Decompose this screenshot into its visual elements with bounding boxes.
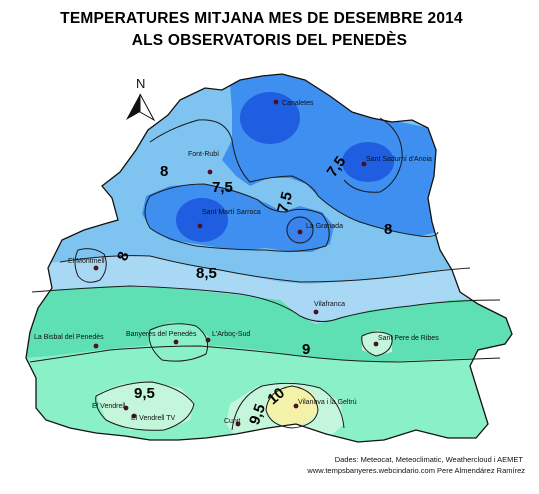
warm-core-vilanova [266, 386, 318, 426]
isotherm-el-montmell [74, 248, 107, 283]
station-label: Font-Rubí [188, 151, 219, 158]
temperature-zones [26, 74, 512, 442]
station-label: El Vendrell TV [131, 415, 176, 422]
isotherm-9-sant-pere [361, 331, 393, 357]
isotherm-label: 7,5 [212, 179, 233, 196]
station-label: Sant Sadurní d'Anoia [366, 156, 432, 163]
station-label: Vilafranca [314, 301, 345, 308]
cold-core-canaletes [240, 92, 300, 144]
station-font-rubi: Font-Rubí [188, 151, 219, 175]
station-label: Canaletes [282, 100, 314, 107]
station-markers: Canaletes Sant Sadurní d'Anoia Font-Rubí… [34, 99, 439, 427]
warm-spot-el-vendrell [96, 382, 194, 430]
station-label: Sant Martí Sarroca [202, 209, 261, 216]
station-label: L'Arboç-Sud [212, 331, 250, 338]
station-sant-sadurni: Sant Sadurní d'Anoia [361, 156, 432, 167]
station-el-vendrell-tv: El Vendrell TV [131, 413, 176, 422]
station-el-montmell: El Montmell [68, 258, 105, 271]
isotherm-8-5 [31, 285, 501, 322]
north-arrow: N [126, 76, 156, 122]
isotherm-8-south [59, 255, 471, 283]
credits-data-sources: Dades: Meteocat, Meteoclimatic, Weatherc… [334, 455, 523, 464]
station-canaletes: Canaletes [273, 99, 314, 107]
station-vilafranca: Vilafranca [313, 301, 345, 315]
station-el-vendrell: El Vendrell [92, 403, 129, 411]
isotherm-label: 7,5 [274, 190, 296, 215]
isotherm-9-5-vendrell [95, 381, 195, 431]
north-arrow-left [126, 94, 140, 120]
isotherm-label: 9,5 [134, 385, 155, 402]
isotherm-7-5-east [343, 117, 403, 193]
station-label: Sant Pere de Ribes [378, 335, 439, 342]
map-title-line1: TEMPERATURES MITJANA MES DE DESEMBRE 201… [60, 10, 463, 27]
isotherm-label: 8 [160, 163, 168, 180]
station-la-bisbal: La Bisbal del Penedès [34, 334, 104, 349]
station-label: El Vendrell [92, 403, 126, 410]
isotherm-9 [29, 345, 501, 363]
north-label: N [136, 76, 145, 91]
cold-core-sant-sadurni [342, 142, 394, 182]
warm-spot-banyeres [148, 322, 210, 362]
cold-core-sant-marti [176, 198, 228, 242]
credits-author: www.tempsbanyeres.webcindario.com Pere A… [307, 466, 525, 475]
station-vilanova: Vilanova i la Geltrú [293, 399, 357, 409]
isotherm-7-5-center [144, 183, 330, 252]
station-arboc-sud: L'Arboç-Sud [205, 331, 250, 343]
station-sant-marti-sarroca: Sant Martí Sarroca [197, 209, 261, 229]
isotherm-9-banyeres [148, 323, 209, 362]
station-label: La Granada [306, 223, 343, 230]
station-label: Banyeres del Penedès [126, 331, 197, 338]
isotherm-label: 9 [302, 341, 310, 358]
isotherm-9-5-coast [231, 382, 345, 431]
station-cunit: Cunit [224, 418, 241, 427]
station-sant-pere-de-ribes: Sant Pere de Ribes [373, 335, 439, 347]
station-la-granada: La Granada [297, 223, 343, 235]
station-label: La Bisbal del Penedès [34, 334, 104, 341]
isotherm-label: 8 [384, 221, 392, 238]
isotherm-7-5-north [149, 119, 439, 237]
isotherm-lines [29, 117, 501, 431]
isotherm-la-granada [286, 216, 314, 244]
station-banyeres: Banyeres del Penedès [126, 331, 197, 345]
station-label: El Montmell [68, 258, 105, 265]
isotherm-label: 9,5 [246, 402, 269, 427]
station-label: Cunit [224, 418, 240, 425]
north-arrow-right [139, 93, 156, 122]
isotherm-label: 8,5 [196, 265, 217, 282]
station-label: Vilanova i la Geltrú [298, 399, 357, 406]
map-title-line2: ALS OBSERVATORIS DEL PENEDÈS [131, 32, 408, 49]
